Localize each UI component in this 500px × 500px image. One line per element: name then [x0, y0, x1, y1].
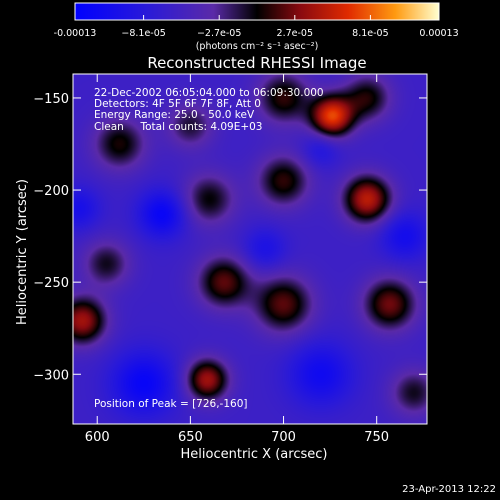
colorbar-tick-label: 0.00013	[419, 28, 458, 39]
detectors-info: Detectors: 4F 5F 6F 7F 8F, Att 0	[94, 98, 261, 110]
energy-range: Energy Range: 25.0 - 50.0 keV	[94, 109, 255, 121]
colorbar-unit: (photons cm⁻² s⁻¹ asec⁻²)	[196, 41, 319, 52]
x-tick-label: 650	[178, 430, 203, 445]
y-tick-label: −300	[33, 368, 69, 383]
plot-timestamp: 23-Apr-2013 12:22	[402, 484, 496, 495]
colorbar-tick-label: 8.1e-05	[352, 28, 388, 39]
colorbar-tick-label: −2.7e-05	[197, 28, 241, 39]
x-tick-label: 750	[364, 430, 389, 445]
x-tick-label: 600	[85, 430, 110, 445]
y-tick-label: −200	[33, 184, 69, 199]
observation-time: 22-Dec-2002 06:05:04.000 to 06:09:30.000	[94, 87, 324, 99]
colorbar	[74, 2, 440, 21]
x-axis-title: Heliocentric X (arcsec)	[181, 447, 328, 462]
axis-ticks: 600 650 700 750 −150 −200 −250 −300	[33, 74, 427, 445]
colorbar-ticks: -0.00013 −8.1e-05 −2.7e-05 2.7e-05 8.1e-05 0.…	[54, 15, 459, 39]
clean-counts: Clean Total counts: 4.09E+03	[94, 121, 263, 133]
colorbar-tick-label: 2.7e-05	[277, 28, 313, 39]
colorbar-tick-label: -0.00013	[54, 28, 97, 39]
plot-frame	[72, 73, 428, 425]
heatmap-image	[73, 74, 427, 424]
x-tick-label: 700	[271, 430, 296, 445]
y-tick-label: −150	[33, 92, 69, 107]
y-tick-label: −250	[33, 276, 69, 291]
colorbar-tick-label: −8.1e-05	[121, 28, 165, 39]
plot-title: Reconstructed RHESSI Image	[147, 54, 366, 72]
y-axis-title: Heliocentric Y (arcsec)	[15, 179, 30, 325]
peak-position: Position of Peak = [726,-160]	[94, 398, 248, 410]
